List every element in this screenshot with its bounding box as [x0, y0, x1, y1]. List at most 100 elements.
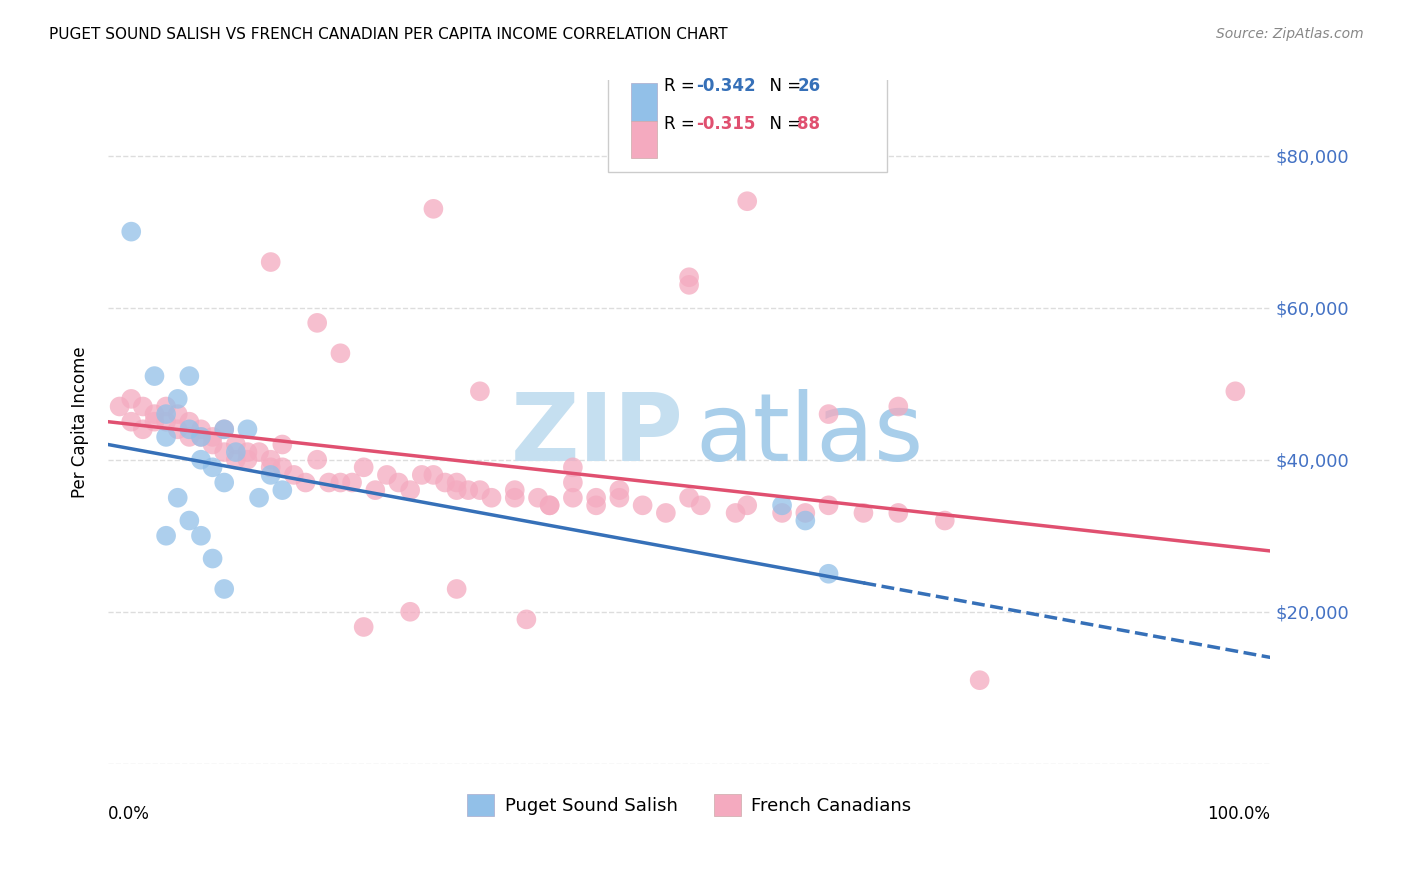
Point — [260, 452, 283, 467]
Text: R =: R = — [664, 78, 700, 95]
Point — [735, 499, 758, 513]
Point — [201, 551, 224, 566]
Point — [132, 400, 155, 414]
Text: N =: N = — [759, 78, 806, 95]
Point — [143, 415, 166, 429]
Point — [538, 499, 561, 513]
Point — [225, 445, 247, 459]
Point — [934, 514, 956, 528]
Point — [225, 437, 247, 451]
Point — [852, 506, 875, 520]
Point — [585, 491, 607, 505]
Point — [457, 483, 479, 497]
Point — [770, 506, 793, 520]
Point — [271, 437, 294, 451]
Point — [609, 491, 631, 505]
Point — [236, 452, 259, 467]
Point — [212, 422, 235, 436]
Point — [585, 499, 607, 513]
Point — [969, 673, 991, 688]
Point — [260, 255, 283, 269]
Point — [422, 202, 444, 216]
Point — [434, 475, 457, 490]
Point — [307, 316, 329, 330]
Point — [225, 452, 247, 467]
Point — [120, 415, 142, 429]
Point — [561, 460, 583, 475]
Point — [794, 506, 817, 520]
Point — [340, 475, 363, 490]
Text: 0.0%: 0.0% — [108, 805, 150, 823]
Point — [260, 467, 283, 482]
Point — [689, 499, 711, 513]
Point — [353, 620, 375, 634]
Point — [307, 452, 329, 467]
Text: N =: N = — [759, 115, 806, 133]
Point — [212, 445, 235, 459]
Text: -0.315: -0.315 — [696, 115, 755, 133]
Text: PUGET SOUND SALISH VS FRENCH CANADIAN PER CAPITA INCOME CORRELATION CHART: PUGET SOUND SALISH VS FRENCH CANADIAN PE… — [49, 27, 728, 42]
Point — [190, 430, 212, 444]
Point — [503, 491, 526, 505]
Point — [735, 194, 758, 209]
Point — [283, 467, 305, 482]
Point — [515, 612, 537, 626]
Point — [108, 400, 131, 414]
Point — [294, 475, 316, 490]
Point — [318, 475, 340, 490]
Point — [260, 460, 283, 475]
Point — [538, 499, 561, 513]
Point — [527, 491, 550, 505]
Point — [468, 483, 491, 497]
Point — [201, 430, 224, 444]
Point — [179, 369, 201, 384]
Point — [770, 499, 793, 513]
Point — [375, 467, 398, 482]
Point — [212, 582, 235, 596]
Point — [655, 506, 678, 520]
Point — [678, 270, 700, 285]
Point — [179, 415, 201, 429]
Point — [724, 506, 747, 520]
Text: 26: 26 — [797, 78, 820, 95]
Text: -0.342: -0.342 — [696, 78, 755, 95]
Point — [678, 277, 700, 292]
Point — [247, 445, 270, 459]
Point — [155, 529, 177, 543]
Point — [166, 392, 188, 406]
Point — [561, 475, 583, 490]
Point — [422, 467, 444, 482]
Point — [817, 566, 839, 581]
Point — [411, 467, 433, 482]
Point — [446, 483, 468, 497]
Point — [155, 415, 177, 429]
Point — [329, 346, 352, 360]
Point — [399, 483, 422, 497]
Point — [166, 407, 188, 421]
Point — [446, 475, 468, 490]
Point — [678, 491, 700, 505]
Point — [631, 499, 654, 513]
Point — [271, 460, 294, 475]
Point — [132, 422, 155, 436]
Text: ZIP: ZIP — [510, 390, 683, 482]
Point — [155, 430, 177, 444]
Point — [179, 422, 201, 436]
Point — [201, 437, 224, 451]
Text: R =: R = — [664, 115, 700, 133]
Point — [329, 475, 352, 490]
Point — [1225, 384, 1247, 399]
Point — [609, 483, 631, 497]
Text: 100.0%: 100.0% — [1208, 805, 1270, 823]
Point — [190, 422, 212, 436]
Point — [166, 422, 188, 436]
Point — [155, 400, 177, 414]
Point — [190, 529, 212, 543]
Point — [190, 452, 212, 467]
Point — [271, 483, 294, 497]
Y-axis label: Per Capita Income: Per Capita Income — [72, 346, 89, 498]
Point — [561, 491, 583, 505]
Point — [179, 514, 201, 528]
Point — [446, 582, 468, 596]
Point — [236, 422, 259, 436]
